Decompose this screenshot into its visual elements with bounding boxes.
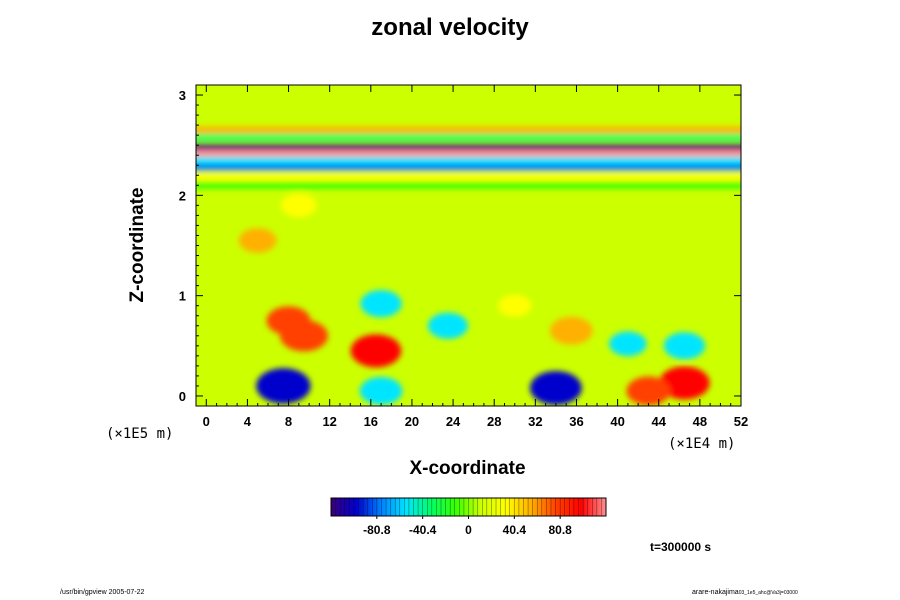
colorbar-tick-label-1: -40.4 — [409, 523, 437, 537]
x-tick-label-11: 44 — [652, 414, 667, 429]
feature-1 — [359, 376, 403, 405]
feature-0 — [256, 368, 311, 404]
x-tick-label-10: 40 — [610, 414, 624, 429]
footer-right-main: arare-nakajima — [692, 589, 739, 596]
x-tick-label-7: 28 — [487, 414, 501, 429]
band-5 — [196, 163, 741, 171]
colorbar: -80.8 -40.4 0 40.4 80.8 — [330, 497, 607, 537]
y-tick-label-1: 1 — [179, 289, 186, 304]
x-tick-label-13: 52 — [734, 414, 748, 429]
x-tick-label-3: 12 — [322, 414, 336, 429]
z-unit-label: (×1E5 m) — [106, 426, 174, 442]
feature-3 — [659, 366, 710, 400]
feature-2 — [530, 371, 582, 405]
x-unit-label: (×1E4 m) — [668, 436, 736, 452]
y-tick-label-3: 3 — [179, 88, 186, 103]
y-tick-label-0: 0 — [179, 389, 186, 404]
colorbar-tick-label-3: 40.4 — [503, 523, 527, 537]
colorbar-tick-label-0: -80.8 — [363, 523, 391, 537]
y-tick-label-2: 2 — [179, 188, 186, 203]
x-tick-label-2: 8 — [285, 414, 292, 429]
x-tick-label-5: 20 — [405, 414, 419, 429]
band-0 — [196, 126, 741, 134]
feature-5 — [350, 334, 402, 368]
feature-7 — [280, 320, 328, 352]
feature-12 — [609, 331, 647, 357]
feature-9 — [360, 290, 402, 318]
feature-10 — [427, 312, 469, 339]
colorbar-tick-label-4: 80.8 — [548, 523, 572, 537]
feature-11 — [663, 332, 706, 360]
chart-title: zonal velocity — [371, 14, 529, 41]
plot-area — [196, 85, 741, 406]
feature-8 — [549, 316, 593, 345]
band-7 — [196, 181, 741, 189]
footer-right-sub: 03_1e5_ahc@Va3j=03000 — [738, 590, 798, 596]
band-3 — [196, 149, 741, 157]
band-6 — [196, 173, 741, 181]
x-tick-label-12: 48 — [693, 414, 707, 429]
feature-13 — [280, 193, 317, 218]
y-axis-label: Z-coordinate — [127, 187, 148, 303]
feature-15 — [497, 294, 532, 317]
x-tick-label-0: 0 — [203, 414, 210, 429]
x-tick-label-8: 32 — [528, 414, 542, 429]
band-1 — [196, 133, 741, 141]
x-tick-label-4: 16 — [364, 414, 378, 429]
band-4 — [196, 156, 741, 164]
time-annotation: t=300000 s — [650, 540, 712, 554]
x-tick-label-9: 36 — [569, 414, 583, 429]
feature-4 — [626, 376, 671, 406]
x-axis-label: X-coordinate — [409, 458, 526, 479]
x-tick-label-6: 24 — [446, 414, 461, 429]
x-tick-label-1: 4 — [244, 414, 252, 429]
footer-right: arare-nakajima03_1e5_ahc@Va3j=03000 — [692, 589, 798, 596]
footer-left: /usr/bin/gpview 2005-07-22 — [60, 589, 145, 596]
colorbar-tick-label-2: 0 — [465, 523, 472, 537]
band-2 — [196, 143, 741, 151]
feature-14 — [238, 228, 277, 253]
